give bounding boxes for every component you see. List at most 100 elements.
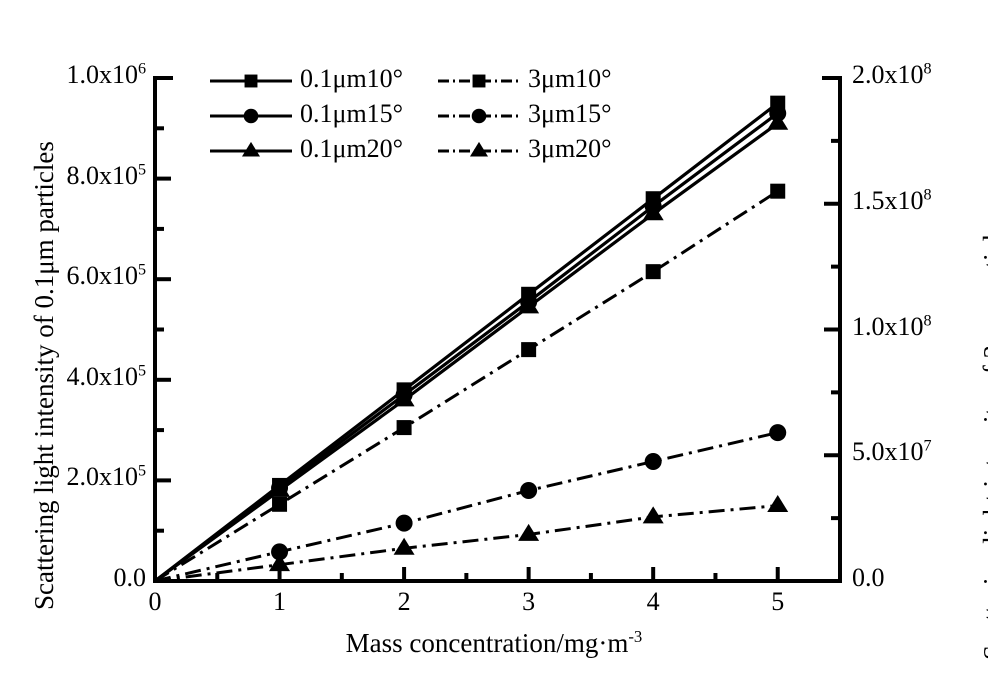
legend-swatch-triangle-icon (208, 141, 294, 157)
y-axis-right-tick-label-2: 1.0x108 (852, 311, 988, 341)
x-axis-tick-label-5: 5 (753, 589, 803, 615)
series-line-4 (154, 431, 779, 583)
series-0 (154, 95, 786, 583)
y-axis-right-tick-label-0: 0.0 (852, 565, 988, 591)
y-axis-right-tick-label-2-text: 1.0x10 (852, 311, 924, 341)
series-line-1 (154, 111, 779, 583)
x-axis-tick-label-3: 3 (504, 589, 554, 615)
x-axis-tick-label-4: 4 (628, 589, 678, 615)
series-5-point-4 (642, 506, 664, 524)
legend-marker-square (472, 74, 486, 88)
series-1 (154, 104, 787, 583)
series-4-point-1 (271, 543, 289, 561)
x-axis-title-exponent: -3 (628, 627, 643, 646)
y-axis-right-tick-label-3: 1.5x108 (852, 185, 988, 215)
legend-swatch-circle-icon (208, 108, 294, 124)
series-2-point-4 (642, 203, 664, 221)
series-4-point-5 (769, 424, 787, 442)
y-axis-left-tick-label-1: 2.0x105 (0, 462, 146, 492)
series-line-5 (154, 504, 778, 583)
y-axis-left-tick-label-5-exponent: 6 (137, 60, 146, 78)
y-axis-left-tick-label-3-exponent: 5 (137, 261, 146, 279)
legend-symbol-svg (210, 74, 292, 88)
legend-swatch-circle-icon (436, 108, 522, 124)
x-axis-tick-label-1: 1 (255, 589, 305, 615)
series-2-point-3 (518, 296, 540, 314)
y-axis-right-tick-label-2-exponent: 8 (923, 311, 932, 329)
series-4 (154, 424, 787, 583)
x-axis-tick-label-3-text: 3 (522, 587, 536, 616)
y-axis-left-tick-label-2: 4.0x105 (0, 361, 146, 391)
y-axis-left-tick-label-2-exponent: 5 (137, 362, 146, 380)
x-axis-tick-label-4-text: 4 (646, 587, 660, 616)
y-axis-right-tick-label-1-exponent: 7 (923, 437, 932, 455)
x-axis-title: Mass concentration/mg·m-3 (0, 628, 988, 659)
series-5-point-3 (518, 523, 540, 541)
series-3-point-3 (521, 342, 537, 358)
series-5-point-5 (767, 495, 789, 513)
series-5-point-1 (269, 554, 291, 572)
legend-label-1: 0.1μm15° (300, 99, 404, 128)
y-axis-left-tick-label-4: 8.0x105 (0, 160, 146, 190)
x-axis-tick-label-0-text: 0 (148, 587, 162, 616)
data-series-layer (154, 95, 789, 583)
y-axis-left-tick-label-4-text: 8.0x10 (66, 160, 138, 190)
legend-symbol-svg (210, 108, 292, 124)
series-3-point-4 (645, 264, 661, 280)
y-axis-left-tick-label-1-exponent: 5 (137, 462, 146, 480)
x-axis-tick-label-5-text: 5 (771, 587, 785, 616)
series-4-point-3 (520, 481, 538, 499)
y-axis-left-tick-label-0-text: 0.0 (113, 563, 147, 592)
series-5-point-2 (393, 537, 415, 555)
y-axis-right-tick-label-4-text: 2.0x10 (852, 60, 924, 89)
y-axis-right-tick-label-3-text: 1.5x10 (852, 185, 924, 215)
x-axis-title-text: Mass concentration/mg·m (345, 628, 629, 658)
series-3-point-1 (272, 496, 288, 512)
y-axis-right-tick-label-1: 5.0x107 (852, 437, 988, 467)
y-axis-left-tick-label-5-text: 1.0x10 (66, 60, 138, 89)
legend-marker-circle (243, 108, 259, 124)
y-axis-right-tick-label-3-exponent: 8 (923, 186, 932, 204)
series-line-3 (154, 189, 779, 583)
series-2-point-5 (767, 112, 789, 130)
series-4-point-4 (644, 453, 662, 471)
y-axis-left-tick-label-1-text: 2.0x10 (66, 462, 138, 492)
legend-symbol-svg (438, 74, 520, 88)
series-5 (154, 495, 789, 583)
series-line-0 (154, 101, 779, 583)
legend-symbol-svg (210, 141, 292, 157)
legend-swatch-triangle-icon (436, 141, 522, 157)
y-axis-right-tick-label-0-text: 0.0 (852, 563, 885, 592)
series-3-point-5 (770, 183, 786, 199)
y-axis-left-tick-label-4-exponent: 5 (137, 160, 146, 178)
x-axis-tick-label-2-text: 2 (397, 587, 411, 616)
y-axis-left-tick-label-3-text: 6.0x10 (66, 261, 138, 291)
y-axis-left-tick-label-3: 6.0x105 (0, 261, 146, 291)
y-axis-right-tick-label-1-text: 5.0x10 (852, 437, 924, 467)
x-axis-tick-label-0: 0 (130, 589, 180, 615)
series-3-point-2 (396, 420, 412, 436)
series-2 (154, 112, 789, 583)
series-4-point-2 (395, 514, 413, 532)
legend-symbol-svg (438, 141, 520, 157)
legend-label-4: 3μm15° (528, 99, 612, 128)
legend-label-2: 0.1μm20° (300, 134, 404, 163)
legend-swatch-square-icon (208, 74, 294, 88)
legend-marker-circle (471, 108, 487, 124)
y-axis-left-tick-label-5: 1.0x106 (0, 60, 146, 89)
y-axis-right-tick-label-4-exponent: 8 (923, 60, 932, 78)
x-axis-tick-label-1-text: 1 (273, 587, 287, 616)
series-2-point-1 (269, 479, 291, 497)
y-axis-right-tick-label-4: 2.0x108 (852, 60, 988, 89)
y-axis-left-tick-label-2-text: 4.0x10 (66, 361, 138, 391)
y-axis-left-tick-label-0: 0.0 (0, 563, 147, 592)
legend-swatch-square-icon (436, 74, 522, 88)
legend-symbol-svg (438, 108, 520, 124)
series-3 (154, 183, 786, 583)
legend-marker-square (244, 74, 258, 88)
legend-marker-triangle (469, 141, 489, 157)
series-2-point-2 (393, 389, 415, 407)
